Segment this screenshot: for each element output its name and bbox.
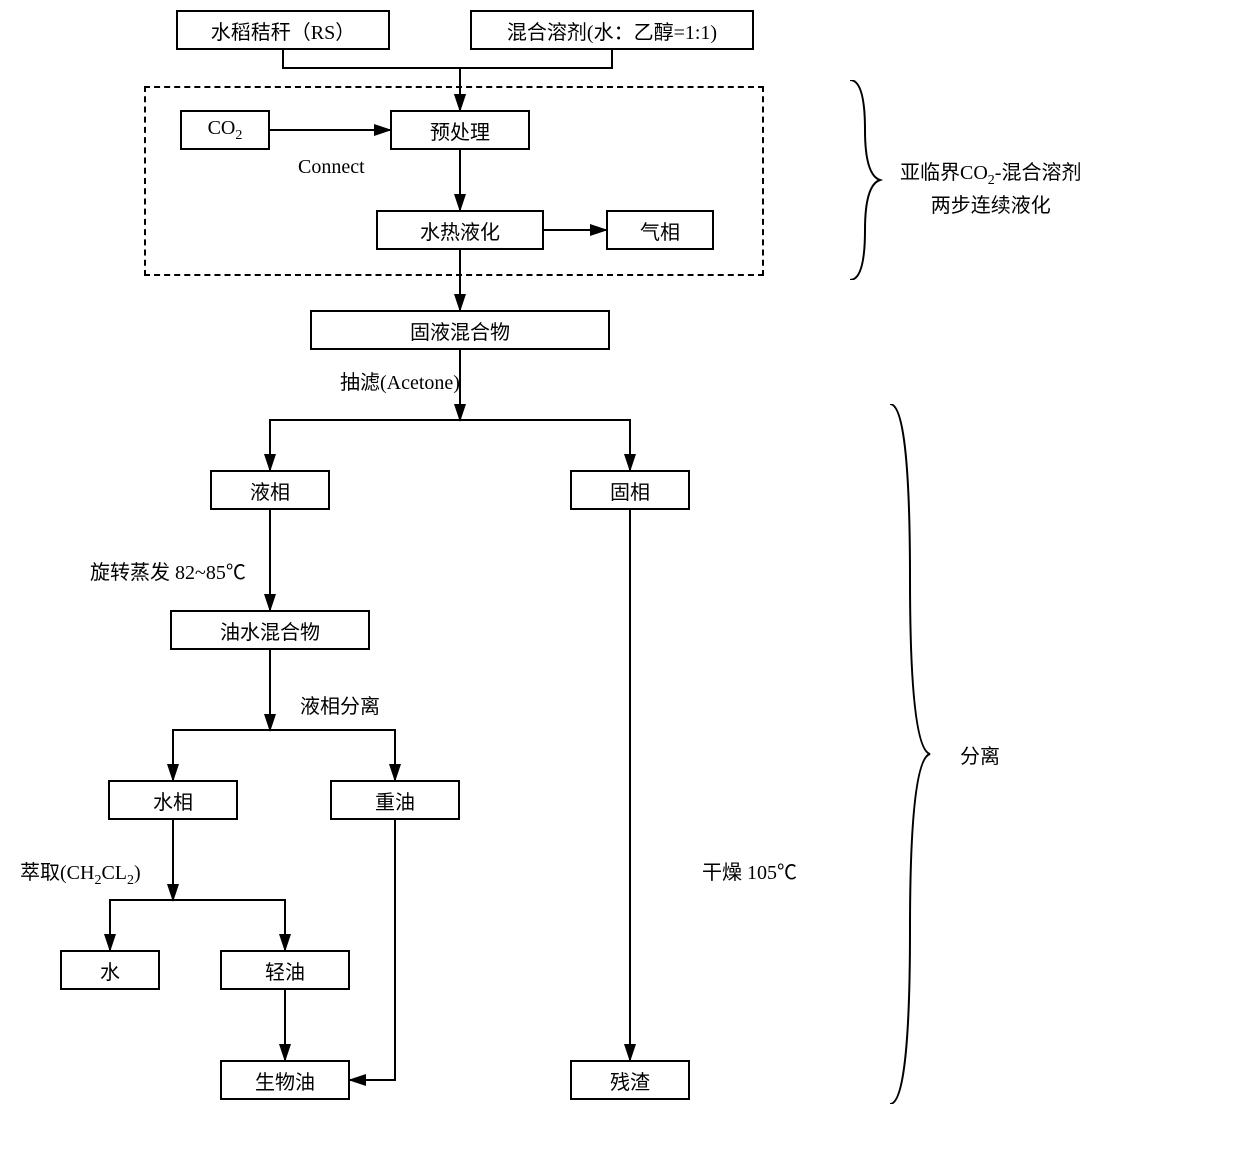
edge-label-connect: Connect <box>298 156 365 179</box>
label-gas-phase: 气相 <box>640 216 680 245</box>
label-mixed-solvent: 混合溶剂(水：乙醇=1:1) <box>507 16 717 45</box>
node-hydrothermal: 水热液化 <box>376 210 544 250</box>
edge-label-filter: 抽滤(Acetone) <box>340 366 460 395</box>
node-residue: 残渣 <box>570 1060 690 1100</box>
label-residue: 残渣 <box>610 1066 650 1095</box>
node-solid-liquid-mix: 固液混合物 <box>310 310 610 350</box>
label-liquid-phase: 液相 <box>250 476 290 505</box>
node-water: 水 <box>60 950 160 990</box>
brace-bottom <box>890 404 940 1104</box>
edge-label-liquid-sep: 液相分离 <box>300 690 380 719</box>
side-label-separation: 分离 <box>960 740 1000 769</box>
label-hydrothermal: 水热液化 <box>420 216 500 245</box>
edge-label-rotary-evap: 旋转蒸发 82~85℃ <box>90 556 246 585</box>
label-water-phase: 水相 <box>153 786 193 815</box>
node-mixed-solvent: 混合溶剂(水：乙醇=1:1) <box>470 10 754 50</box>
node-bio-oil: 生物油 <box>220 1060 350 1100</box>
brace-top <box>850 80 890 280</box>
node-liquid-phase: 液相 <box>210 470 330 510</box>
node-light-oil: 轻油 <box>220 950 350 990</box>
label-solid-phase: 固相 <box>610 476 650 505</box>
edge-label-dry: 干燥 105℃ <box>702 856 797 885</box>
node-solid-phase: 固相 <box>570 470 690 510</box>
node-oil-water-mix: 油水混合物 <box>170 610 370 650</box>
node-heavy-oil: 重油 <box>330 780 460 820</box>
label-co2: CO2 <box>208 117 243 144</box>
label-water: 水 <box>100 956 120 985</box>
edge-label-extract: 萃取(CH2CL2) <box>20 856 141 889</box>
node-rice-straw: 水稻秸秆（RS） <box>176 10 390 50</box>
node-co2: CO2 <box>180 110 270 150</box>
label-solid-liquid-mix: 固液混合物 <box>410 316 510 345</box>
side-label-subcritical: 亚临界CO2-混合溶剂 两步连续液化 <box>900 156 1081 218</box>
node-water-phase: 水相 <box>108 780 238 820</box>
label-pretreat: 预处理 <box>430 116 490 145</box>
label-oil-water-mix: 油水混合物 <box>220 616 320 645</box>
label-heavy-oil: 重油 <box>375 786 415 815</box>
node-gas-phase: 气相 <box>606 210 714 250</box>
label-light-oil: 轻油 <box>265 956 305 985</box>
node-pretreat: 预处理 <box>390 110 530 150</box>
label-bio-oil: 生物油 <box>255 1066 315 1095</box>
label-rice-straw: 水稻秸秆（RS） <box>211 16 355 45</box>
